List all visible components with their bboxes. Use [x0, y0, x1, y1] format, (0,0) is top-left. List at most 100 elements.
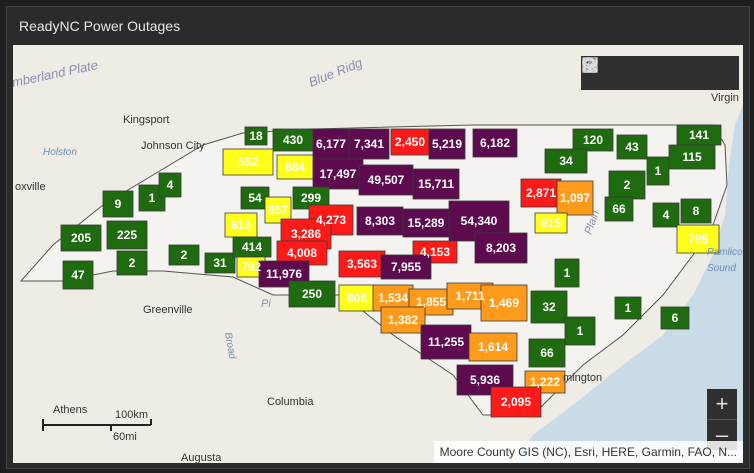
county-polygon[interactable]	[224, 212, 258, 238]
county-polygon[interactable]	[312, 158, 364, 190]
basemap-gallery-icon[interactable]	[582, 56, 736, 90]
county-outage-count: 4	[167, 178, 174, 192]
county-outage-count: 884	[285, 160, 305, 174]
county-outage-count: 8,303	[365, 214, 395, 228]
county-outage-count: 1,855	[416, 295, 446, 309]
county-outage-count: 2	[181, 248, 188, 262]
county-outage-count: 2	[624, 178, 631, 192]
county-polygon[interactable]	[356, 206, 404, 236]
county-outage-count: 815	[541, 216, 561, 230]
county-outage-count: 1	[564, 266, 571, 280]
county-polygon[interactable]	[158, 172, 182, 198]
county-outage-count: 299	[301, 191, 321, 205]
county-outage-count: 1,711	[455, 289, 485, 303]
county-polygon[interactable]	[204, 252, 236, 274]
county-outage-count: 1	[577, 324, 584, 338]
zoom-in-button[interactable]: +	[715, 391, 729, 416]
county-polygon[interactable]	[490, 386, 542, 418]
county-outage-count: 1,382	[388, 313, 418, 327]
county-outage-count: 66	[540, 346, 554, 360]
county-outage-count: 857	[268, 203, 288, 217]
map-view[interactable]: 18 430 6,177 7,341 2,450 5,219 6,182 120 43 141 11…	[13, 45, 743, 463]
county-polygon[interactable]	[646, 156, 670, 186]
county-outage-count: 4,008	[287, 246, 317, 260]
county-polygon[interactable]	[474, 232, 528, 264]
county-polygon[interactable]	[520, 178, 562, 208]
county-polygon[interactable]	[102, 190, 134, 218]
county-outage-count: 2,450	[395, 135, 425, 149]
county-polygon[interactable]	[312, 128, 350, 160]
county-outage-count: 1,097	[560, 191, 590, 205]
county-outage-count: 2,871	[526, 186, 556, 200]
county-polygon[interactable]	[472, 128, 518, 158]
county-polygon[interactable]	[222, 148, 274, 176]
greenville-label: Greenville	[143, 304, 193, 316]
county-polygon[interactable]	[106, 220, 148, 250]
scale-mi-label: 60mi	[113, 431, 137, 443]
county-outage-count: 54,340	[461, 214, 498, 228]
county-outage-count: 31	[213, 256, 227, 270]
county-outage-count: 4	[663, 208, 670, 222]
county-polygon[interactable]	[604, 196, 634, 222]
county-polygon[interactable]	[608, 170, 646, 200]
county-polygon[interactable]	[480, 284, 528, 322]
county-polygon[interactable]	[412, 168, 460, 200]
county-outage-count: 11,255	[428, 335, 464, 349]
legend-icon[interactable]	[583, 56, 674, 90]
zoom-out-button[interactable]: –	[715, 422, 729, 447]
county-polygon[interactable]	[544, 148, 588, 174]
county-polygon[interactable]	[60, 224, 102, 252]
county-polygon[interactable]	[428, 128, 466, 160]
county-outage-count: 4,273	[316, 213, 346, 227]
county-polygon[interactable]	[652, 202, 680, 228]
county-outage-count: 5,936	[470, 373, 500, 387]
athens-label: Athens	[53, 404, 88, 416]
county-outage-count: 8,203	[486, 241, 516, 255]
map-attribution[interactable]: Moore County GIS (NC), Esri, HERE, Garmi…	[433, 441, 743, 463]
county-polygon[interactable]	[402, 208, 450, 238]
county-polygon[interactable]	[530, 290, 568, 324]
county-polygon[interactable]	[116, 250, 148, 276]
county-polygon[interactable]	[380, 306, 426, 334]
county-polygon[interactable]	[62, 260, 94, 290]
county-polygon[interactable]	[380, 254, 432, 280]
county-polygon[interactable]	[288, 280, 336, 308]
county-polygon[interactable]	[534, 212, 568, 234]
county-polygon[interactable]	[554, 258, 580, 288]
county-outage-count: 1,614	[478, 340, 508, 354]
county-polygon[interactable]	[616, 134, 648, 160]
layers-icon[interactable]	[581, 56, 705, 90]
pamlico-label: Pamlico	[707, 247, 743, 258]
county-outage-count: 808	[347, 291, 367, 305]
county-polygon[interactable]	[338, 250, 386, 278]
county-polygon[interactable]	[556, 180, 594, 216]
county-polygon[interactable]	[614, 296, 642, 320]
ocean	[513, 105, 743, 463]
county-outage-count: 1	[655, 164, 662, 178]
county-outage-count: 1,534	[378, 291, 408, 305]
piedmont-label: Pi	[261, 298, 271, 310]
home-icon[interactable]	[582, 56, 643, 90]
county-outage-count: 3,563	[347, 257, 377, 271]
county-outage-count: 250	[302, 287, 322, 301]
county-outage-count: 43	[625, 140, 639, 154]
johnson-city-label: Johnson City	[141, 140, 205, 152]
county-polygon[interactable]	[244, 126, 268, 146]
county-outage-count: 552	[238, 155, 258, 169]
county-outage-count: 120	[583, 133, 603, 147]
county-outage-count: 792	[241, 260, 261, 274]
county-outage-count: 8	[693, 204, 700, 218]
holston-river-label: Holston	[43, 147, 77, 158]
county-polygon[interactable]	[168, 244, 200, 266]
county-layer[interactable]	[60, 124, 722, 418]
county-polygon[interactable]	[676, 224, 720, 254]
county-polygon[interactable]	[564, 316, 596, 346]
county-polygon[interactable]	[348, 128, 390, 160]
county-polygon[interactable]	[468, 332, 518, 362]
map-canvas[interactable]: 18 430 6,177 7,341 2,450 5,219 6,182 120 4314111…	[13, 45, 743, 463]
county-polygon[interactable]	[572, 128, 614, 152]
county-polygon[interactable]	[680, 198, 712, 224]
county-polygon[interactable]	[528, 338, 566, 368]
county-polygon[interactable]	[660, 306, 690, 330]
county-polygon[interactable]	[390, 128, 430, 156]
